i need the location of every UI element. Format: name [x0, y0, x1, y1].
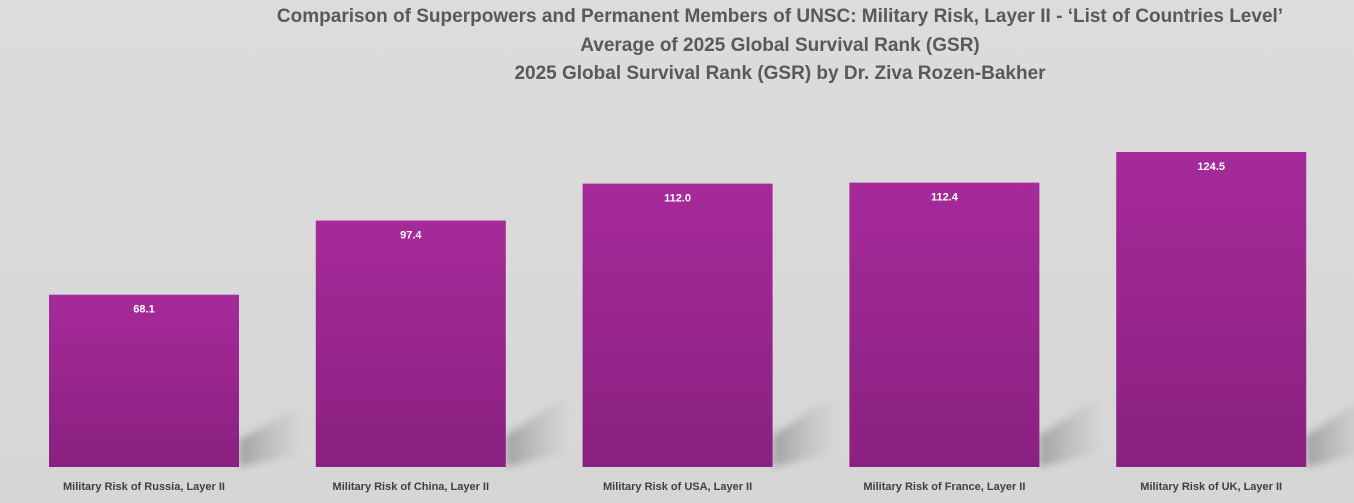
bar-0: [49, 294, 239, 467]
value-labels: 68.1 97.4 112.0 112.4 124.5: [133, 161, 1225, 316]
bar-value-label: 97.4: [400, 230, 422, 242]
bar-shadow: [1306, 404, 1354, 467]
bar-value-label: 112.0: [664, 193, 691, 205]
bars: [49, 152, 1307, 468]
bar-value-label: 124.5: [1197, 161, 1225, 173]
category-label: Military Risk of USA, Layer II: [603, 481, 752, 493]
bar-value-label: 112.4: [931, 192, 959, 204]
bar-value-label: 68.1: [133, 304, 154, 316]
category-label: Military Risk of France, Layer II: [863, 481, 1025, 493]
bar-shadow: [239, 406, 299, 467]
bar-2: [582, 183, 773, 467]
bar-1: [315, 220, 506, 467]
category-label: Military Risk of China, Layer II: [333, 481, 490, 493]
chart-title-line-1: Comparison of Superpowers and Permanent …: [276, 6, 1284, 27]
bar-shadows: [239, 397, 1354, 467]
category-label: Military Risk of Russia, Layer II: [63, 481, 225, 493]
bar-3: [849, 182, 1040, 468]
chart-title-line-2: Average of 2025 Global Survival Rank (GS…: [580, 35, 980, 56]
chart-title-line-3: 2025 Global Survival Rank (GSR) by Dr. Z…: [514, 63, 1046, 84]
bar-4: [1116, 152, 1307, 467]
category-labels: Military Risk of Russia, Layer II Militar…: [63, 481, 1282, 493]
bar-shadow: [1039, 397, 1100, 467]
bar-shadow: [772, 397, 833, 467]
category-label: Military Risk of UK, Layer II: [1140, 481, 1282, 493]
bar-shadow: [505, 397, 566, 467]
